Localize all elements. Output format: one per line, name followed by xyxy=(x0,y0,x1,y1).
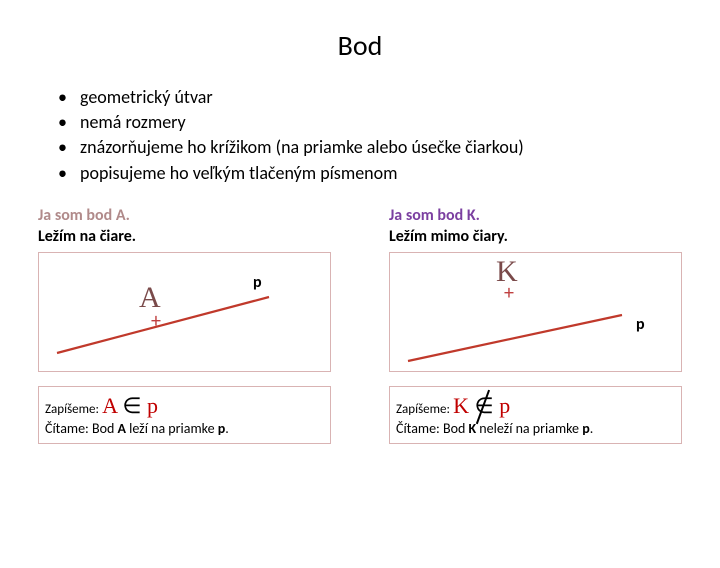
write-label-right: Zapíšeme: xyxy=(396,402,450,417)
speech-left: Ja som bod A. xyxy=(38,206,331,225)
p-label-right: p xyxy=(636,315,645,334)
expr-left: A ∈ p xyxy=(102,393,158,418)
expr-letter-right: K xyxy=(453,393,469,418)
relation-symbol-left: ∈ xyxy=(122,393,141,418)
diagram-right: K + p xyxy=(389,252,682,372)
read-suffix-right: . xyxy=(590,420,594,437)
expr-letter-left: A xyxy=(102,393,117,418)
bullet-list: geometrický útvar nemá rozmery znázorňuj… xyxy=(58,85,720,186)
read-right: Čítame: Bod K neleží na priamke p. xyxy=(396,420,593,437)
lies-right: Ležím mimo čiary. xyxy=(389,227,682,246)
cross-mark-left: + xyxy=(151,311,161,331)
read-left: Čítame: Bod A leží na priamke p. xyxy=(45,420,229,437)
panel-left: Ja som bod A. Ležím na čiare. A + p Zapí… xyxy=(38,206,331,445)
notation-left: Zapíšeme: A ∈ p Čítame: Bod A leží na pr… xyxy=(38,386,331,445)
lies-left: Ležím na čiare. xyxy=(38,227,331,246)
speech-right: Ja som bod K. xyxy=(389,206,682,225)
read-letter-left: A xyxy=(117,420,125,437)
read-line-right: p xyxy=(582,420,590,437)
line-p-left xyxy=(57,297,269,353)
expr-line-left: p xyxy=(147,393,158,418)
expr-right: K ∈ p xyxy=(453,393,510,418)
line-svg-left xyxy=(39,253,330,371)
bullet-item: popisujeme ho veľkým tlačeným písmenom xyxy=(58,161,720,186)
bullet-item: geometrický útvar xyxy=(58,85,720,110)
write-label-left: Zapíšeme: xyxy=(45,402,99,417)
relation-symbol-right: ∈ xyxy=(475,391,494,421)
cross-mark-right: + xyxy=(504,283,514,303)
line-p-right xyxy=(408,315,622,361)
notation-right: Zapíšeme: K ∈ p Čítame: Bod K neleží na … xyxy=(389,386,682,445)
panel-right: Ja som bod K. Ležím mimo čiary. K + p Za… xyxy=(389,206,682,445)
read-prefix-right: Čítame: Bod xyxy=(396,420,468,437)
diagram-left: A + p xyxy=(38,252,331,372)
line-svg-right xyxy=(390,253,681,371)
read-mid-left: leží na priamke xyxy=(126,420,218,437)
p-label-left: p xyxy=(253,273,262,292)
read-suffix-left: . xyxy=(225,420,229,437)
panels-row: Ja som bod A. Ležím na čiare. A + p Zapí… xyxy=(0,206,720,445)
read-mid-right: neleží na priamke xyxy=(476,420,582,437)
bullet-item: nemá rozmery xyxy=(58,110,720,135)
read-prefix-left: Čítame: Bod xyxy=(45,420,117,437)
page-title: Bod xyxy=(0,28,720,63)
expr-line-right: p xyxy=(499,393,510,418)
bullet-item: znázorňujeme ho krížikom (na priamke ale… xyxy=(58,135,720,160)
